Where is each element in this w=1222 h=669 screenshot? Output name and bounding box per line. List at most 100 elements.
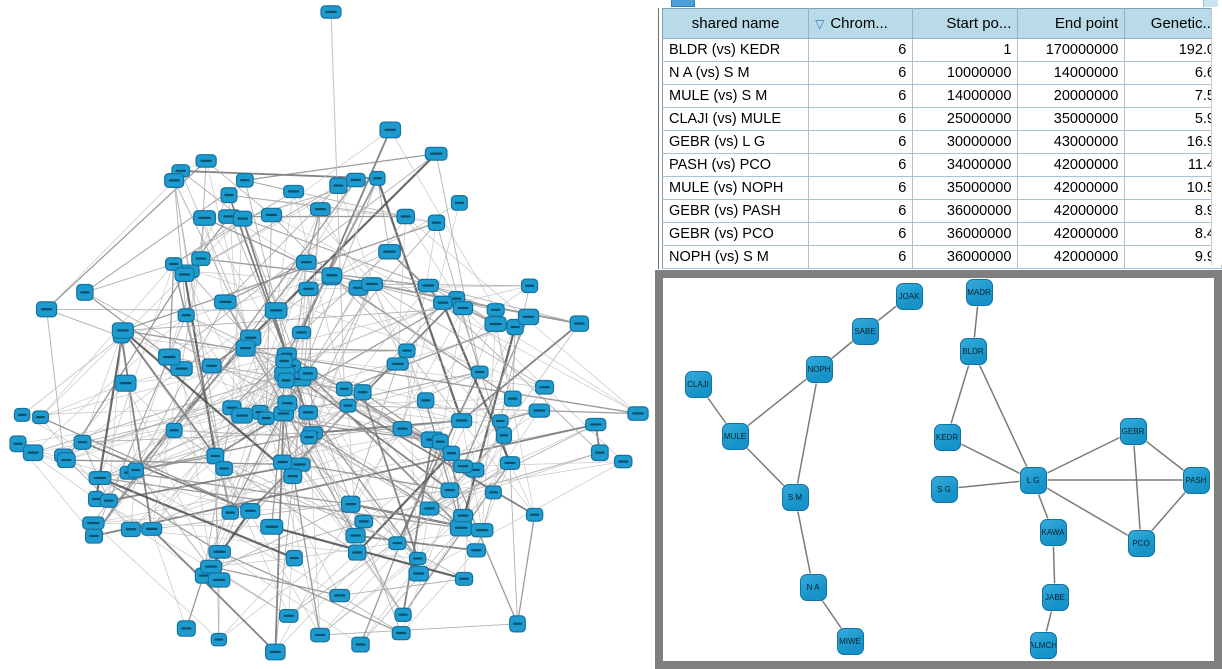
table-cell[interactable]: 8.4 bbox=[1124, 222, 1222, 246]
network-node[interactable] bbox=[440, 482, 460, 499]
network-node[interactable] bbox=[82, 516, 105, 530]
table-cell[interactable]: 14000000 bbox=[1017, 61, 1126, 85]
network-node[interactable] bbox=[509, 615, 526, 633]
table-cell[interactable]: GEBR (vs) L G bbox=[662, 130, 810, 154]
table-row[interactable]: GEBR (vs) PASH 6 36000000 42000000 8.9 bbox=[662, 199, 1222, 223]
network-node[interactable] bbox=[417, 278, 439, 293]
network-node[interactable] bbox=[585, 417, 607, 432]
network-node[interactable] bbox=[310, 202, 331, 217]
filter-funnel-icon[interactable]: ▽ bbox=[815, 17, 825, 31]
node-s-g[interactable]: S G bbox=[930, 475, 958, 503]
node-almch[interactable]: ALMCH bbox=[1029, 631, 1057, 659]
network-node[interactable] bbox=[361, 277, 384, 291]
network-node[interactable] bbox=[396, 208, 415, 225]
network-node[interactable] bbox=[354, 514, 374, 529]
network-node[interactable] bbox=[235, 339, 256, 357]
network-node[interactable] bbox=[275, 353, 293, 369]
table-row[interactable]: N A (vs) S M 6 10000000 14000000 6.6 bbox=[662, 61, 1222, 85]
table-cell[interactable]: 30000000 bbox=[912, 130, 1019, 154]
table-cell[interactable]: N A (vs) S M bbox=[662, 61, 810, 85]
table-cell[interactable]: 20000000 bbox=[1017, 84, 1126, 108]
network-node[interactable] bbox=[73, 434, 92, 450]
node-s-m[interactable]: S M bbox=[781, 483, 809, 511]
network-node[interactable] bbox=[491, 414, 509, 428]
network-node[interactable] bbox=[260, 518, 284, 535]
network-node[interactable] bbox=[525, 507, 544, 522]
network-node[interactable] bbox=[283, 468, 303, 485]
network-node[interactable] bbox=[569, 315, 590, 332]
network-node[interactable] bbox=[454, 571, 474, 586]
subnetwork-edge[interactable] bbox=[1032, 479, 1142, 544]
network-node[interactable] bbox=[353, 384, 372, 401]
network-node[interactable] bbox=[329, 588, 351, 603]
network-node[interactable] bbox=[300, 430, 318, 445]
table-cell[interactable]: 6 bbox=[808, 107, 914, 131]
table-cell[interactable]: 7.5 bbox=[1124, 84, 1222, 108]
main-network-canvas[interactable] bbox=[0, 0, 655, 669]
network-node[interactable] bbox=[388, 536, 407, 551]
table-cell[interactable]: PASH (vs) PCO bbox=[662, 153, 810, 177]
network-node[interactable] bbox=[208, 544, 231, 559]
network-node[interactable] bbox=[221, 505, 240, 520]
table-cell[interactable]: 42000000 bbox=[1017, 222, 1126, 246]
network-node[interactable] bbox=[214, 294, 237, 310]
subnetwork-edge[interactable] bbox=[946, 436, 1034, 481]
network-node[interactable] bbox=[215, 461, 233, 476]
network-node[interactable] bbox=[120, 521, 141, 538]
table-cell[interactable]: 36000000 bbox=[912, 245, 1019, 269]
subnetwork-edge[interactable] bbox=[1032, 430, 1134, 481]
network-node[interactable] bbox=[111, 322, 135, 339]
network-node[interactable] bbox=[417, 392, 435, 409]
network-node[interactable] bbox=[408, 565, 429, 582]
network-node[interactable] bbox=[295, 254, 317, 270]
network-node[interactable] bbox=[427, 214, 446, 232]
network-node[interactable] bbox=[32, 410, 49, 425]
node-gebr[interactable]: GEBR bbox=[1119, 417, 1147, 445]
network-node[interactable] bbox=[391, 625, 411, 641]
subnetwork-edge[interactable] bbox=[1132, 430, 1142, 544]
network-node[interactable] bbox=[369, 170, 386, 186]
column-header-1[interactable]: ▽ Chrom... bbox=[808, 8, 914, 39]
network-node[interactable] bbox=[495, 426, 513, 444]
network-node[interactable] bbox=[174, 267, 195, 282]
subnetwork-edge[interactable] bbox=[972, 350, 1034, 481]
network-node[interactable] bbox=[200, 559, 223, 574]
subnetwork-edge[interactable] bbox=[946, 350, 974, 438]
table-cell[interactable]: 42000000 bbox=[1017, 176, 1126, 200]
network-node[interactable] bbox=[285, 549, 303, 567]
table-row[interactable]: MULE (vs) NOPH 6 35000000 42000000 10.5 bbox=[662, 176, 1222, 200]
table-cell[interactable]: 1 bbox=[912, 38, 1019, 62]
network-node[interactable] bbox=[76, 283, 94, 301]
node-l-g[interactable]: L G bbox=[1019, 466, 1047, 494]
network-node[interactable] bbox=[298, 366, 318, 381]
table-cell[interactable]: 10.5 bbox=[1124, 176, 1222, 200]
network-node[interactable] bbox=[176, 620, 196, 637]
node-pco[interactable]: PCO bbox=[1127, 529, 1155, 557]
network-node[interactable] bbox=[35, 301, 58, 318]
network-node[interactable] bbox=[627, 406, 649, 421]
network-node[interactable] bbox=[484, 316, 507, 333]
network-node[interactable] bbox=[517, 308, 540, 326]
table-cell[interactable]: 6 bbox=[808, 38, 914, 62]
table-cell[interactable]: 6 bbox=[808, 245, 914, 269]
network-node[interactable] bbox=[347, 544, 367, 561]
table-cell[interactable]: NOPH (vs) S M bbox=[662, 245, 810, 269]
network-node[interactable] bbox=[398, 343, 416, 358]
node-mule[interactable]: MULE bbox=[721, 422, 749, 450]
table-cell[interactable]: 6 bbox=[808, 222, 914, 246]
table-cell[interactable]: 25000000 bbox=[912, 107, 1019, 131]
network-node[interactable] bbox=[22, 444, 44, 462]
table-cell[interactable]: BLDR (vs) KEDR bbox=[662, 38, 810, 62]
node-madr[interactable]: MADR bbox=[965, 278, 993, 306]
table-cell[interactable]: 36000000 bbox=[912, 199, 1019, 223]
column-header-0[interactable]: shared name bbox=[662, 8, 810, 39]
network-node[interactable] bbox=[613, 454, 633, 469]
network-node[interactable] bbox=[590, 444, 609, 462]
table-cell[interactable]: MULE (vs) NOPH bbox=[662, 176, 810, 200]
network-node[interactable] bbox=[195, 154, 217, 168]
subnetwork-canvas[interactable] bbox=[663, 278, 1214, 661]
network-node[interactable] bbox=[341, 495, 361, 513]
network-node[interactable] bbox=[165, 422, 183, 439]
network-node[interactable] bbox=[394, 607, 412, 622]
table-cell[interactable]: 14000000 bbox=[912, 84, 1019, 108]
